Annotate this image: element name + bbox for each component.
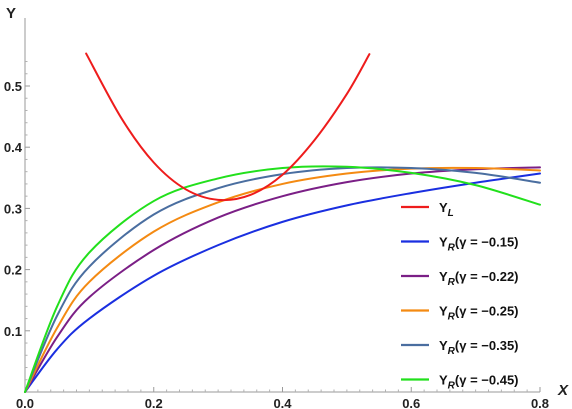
legend-label-1: YR(γ = −0.15)	[439, 235, 519, 254]
y-tick-label: 0.3	[4, 201, 22, 216]
legend: YL YR(γ = −0.15) YR(γ = −0.22) YR(γ = −0.25…	[401, 200, 519, 392]
y-tick-label: 0.5	[4, 79, 22, 94]
axes	[24, 18, 540, 393]
y-axis-title: Y	[6, 5, 16, 22]
x-axis-title: X	[557, 382, 569, 399]
series-line-0	[85, 52, 371, 202]
tick-labels: 0.0 0.2 0.4 0.6 0.8 0.1 0.2 0.3 0.4 0.5	[4, 79, 549, 409]
series-line-4	[24, 166, 541, 393]
x-tick-label: 0.2	[145, 396, 163, 409]
series-line-3	[24, 166, 541, 393]
x-tick-label: 0.8	[531, 396, 549, 409]
legend-label-4: YR(γ = −0.35)	[439, 338, 519, 357]
ticks	[24, 61, 541, 392]
legend-label-0: YL	[439, 200, 454, 219]
legend-label-5: YR(γ = −0.45)	[439, 373, 519, 392]
series-lines	[24, 52, 541, 393]
x-tick-label: 0.4	[273, 396, 292, 409]
series-line-5	[24, 165, 541, 393]
y-tick-label: 0.1	[4, 324, 22, 339]
x-tick-label: 0.6	[402, 396, 420, 409]
legend-label-2: YR(γ = −0.22)	[439, 269, 519, 288]
x-tick-label: 0.0	[16, 396, 34, 409]
legend-label-3: YR(γ = −0.25)	[439, 304, 519, 323]
series-line-1	[24, 172, 541, 393]
y-tick-label: 0.2	[4, 263, 22, 278]
y-tick-label: 0.4	[4, 140, 23, 155]
